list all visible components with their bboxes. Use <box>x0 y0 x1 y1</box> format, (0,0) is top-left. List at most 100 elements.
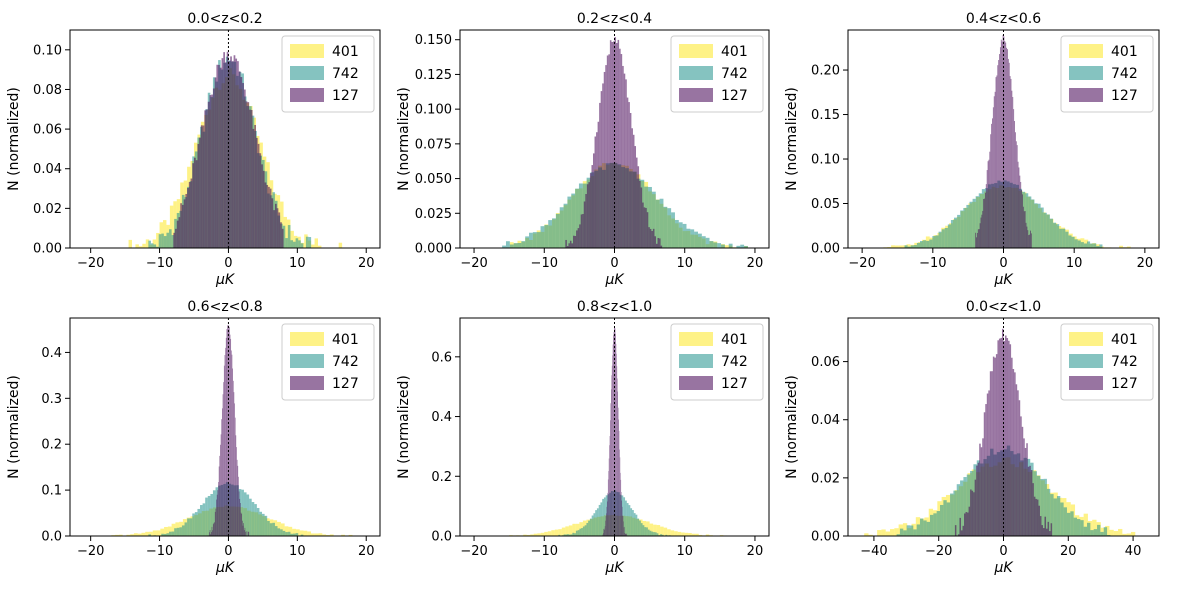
histogram-bar <box>1012 97 1013 248</box>
histogram-bar <box>568 243 570 248</box>
histogram-bar <box>1097 525 1100 536</box>
histogram-bar <box>565 240 567 248</box>
histogram-bar <box>648 227 650 248</box>
histogram-bar <box>629 505 631 536</box>
x-tick-label: 0 <box>224 544 232 559</box>
histogram-bar <box>630 113 632 248</box>
histogram-bar <box>153 530 157 536</box>
histogram-bar <box>230 339 231 536</box>
histogram-bar <box>339 243 342 248</box>
histogram-bar <box>610 40 612 248</box>
histogram-bar <box>1013 369 1015 536</box>
legend-label: 742 <box>721 354 748 370</box>
histogram-bar <box>280 529 283 536</box>
histogram-bar <box>206 109 208 248</box>
legend-swatch <box>679 332 713 346</box>
histogram-bar <box>945 228 948 248</box>
legend-swatch <box>1069 354 1103 368</box>
histogram-bar <box>999 54 1000 248</box>
histogram-bar <box>1029 466 1031 536</box>
histogram-bar <box>611 42 613 248</box>
histogram-bar <box>910 525 913 536</box>
histogram-bar <box>1019 176 1020 248</box>
legend-swatch <box>679 376 713 390</box>
histogram-bar <box>641 187 643 248</box>
x-tick-label: −10 <box>146 544 173 559</box>
histogram-bar <box>973 199 976 248</box>
histogram-bar <box>1010 76 1011 248</box>
x-axis-label: μK <box>993 272 1014 288</box>
histogram-bar <box>1016 141 1017 248</box>
histogram-bar <box>653 229 655 248</box>
histogram-bar <box>995 92 996 248</box>
histogram-bar <box>239 491 240 536</box>
histogram-bar <box>204 110 206 248</box>
legend-label: 401 <box>721 332 748 348</box>
histogram-bar <box>544 532 548 536</box>
histogram-bar <box>597 508 599 536</box>
histogram-bar <box>1026 443 1028 536</box>
x-tick-label: −10 <box>146 256 173 271</box>
histogram-bar <box>1090 530 1093 536</box>
histogram-bar <box>1084 243 1087 248</box>
histogram-bar <box>1022 194 1023 248</box>
histogram-bar <box>616 43 618 248</box>
histogram-bar <box>981 447 983 536</box>
histogram-bar <box>576 230 578 248</box>
histogram-bar <box>1027 230 1028 248</box>
histogram-bar <box>256 138 258 248</box>
histogram-bar <box>221 419 222 536</box>
histogram-bar <box>943 500 946 536</box>
histogram-bar <box>961 530 963 536</box>
y-tick-label: 0.1 <box>41 484 62 499</box>
legend-swatch <box>1069 44 1103 58</box>
histogram-bar <box>1064 507 1067 536</box>
histogram-bar <box>627 503 629 536</box>
histogram-bar <box>1041 525 1043 536</box>
histogram-bar <box>624 74 626 248</box>
histogram-bar <box>213 88 215 248</box>
histogram-bar <box>208 496 211 536</box>
x-tick-label: 10 <box>289 256 306 271</box>
histogram-bar <box>1007 338 1009 536</box>
histogram-bar <box>189 182 191 248</box>
histogram-bar <box>578 228 580 248</box>
y-axis-label: N (normalized) <box>396 375 412 479</box>
histogram-bar <box>630 508 632 536</box>
histogram-bar <box>135 244 138 248</box>
histogram-bar <box>981 218 982 248</box>
histogram-bar <box>277 208 279 248</box>
histogram-bar <box>307 531 311 536</box>
histogram-bar <box>1077 519 1080 536</box>
histogram-bar <box>306 237 309 248</box>
histogram-bar <box>583 526 585 536</box>
histogram-bar <box>555 530 559 536</box>
histogram-bar <box>975 480 977 536</box>
legend-swatch <box>679 88 713 102</box>
histogram-bar <box>211 532 212 536</box>
histogram-bar <box>236 435 237 536</box>
y-tick-label: 0.150 <box>415 33 452 48</box>
histogram-bar <box>1084 527 1087 536</box>
legend-swatch <box>290 44 324 58</box>
histogram-bar <box>678 532 682 536</box>
histogram-bar <box>590 519 592 536</box>
histogram-bar <box>996 75 997 248</box>
histogram-bar <box>184 199 186 248</box>
histogram-bar <box>644 207 646 248</box>
y-tick-label: 0.4 <box>41 346 62 361</box>
histogram-bar <box>686 229 690 248</box>
histogram-bar <box>533 232 537 248</box>
histogram-bar <box>1026 223 1027 248</box>
histogram-bar <box>1020 182 1021 248</box>
histogram-bar <box>993 357 995 536</box>
histogram-bar <box>1114 531 1118 536</box>
histogram-bar <box>702 236 706 248</box>
histogram-bar <box>1093 243 1096 248</box>
histogram-bar <box>236 447 237 536</box>
histogram-bar <box>656 244 658 248</box>
histogram-bar <box>923 240 926 248</box>
histogram-bar <box>272 198 274 248</box>
histogram-bar <box>254 504 257 536</box>
